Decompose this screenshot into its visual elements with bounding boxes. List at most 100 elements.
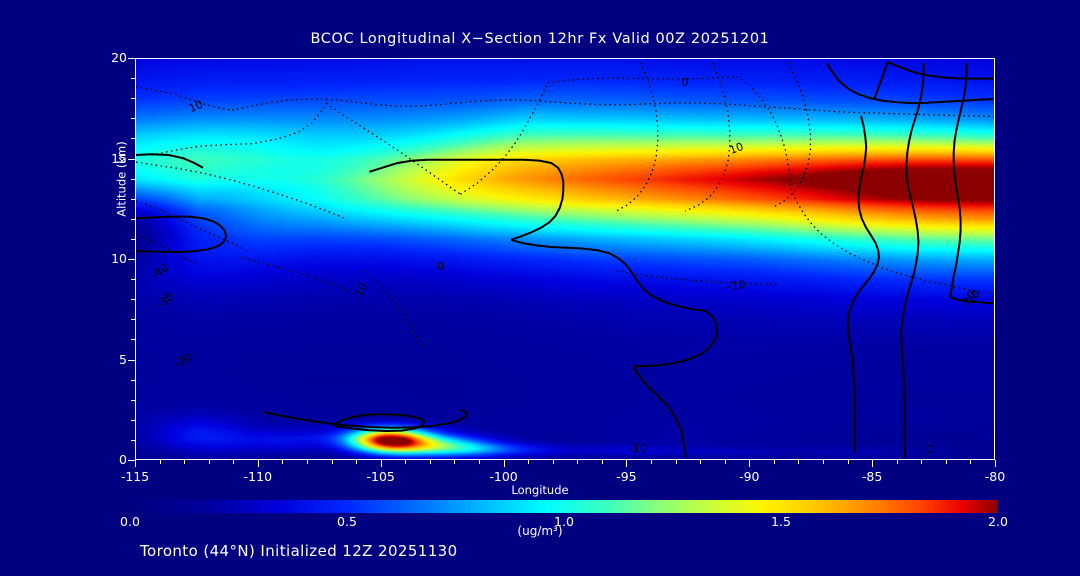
x-axis-minor-tick: [970, 460, 972, 464]
y-axis-tick-label: 15: [111, 150, 127, 166]
isotherm-solid: [949, 296, 994, 304]
isotherm-solid: [847, 115, 881, 454]
isotherm-dotted: [772, 62, 812, 209]
y-axis-minor-tick: [131, 379, 135, 381]
isotherm-dotted: [614, 62, 659, 213]
x-axis-minor-tick: [184, 460, 186, 464]
isotherm-dotted: [136, 161, 347, 220]
isotherm-dotted: [136, 234, 201, 267]
x-axis-minor-tick: [552, 460, 554, 464]
y-axis-minor-tick: [131, 399, 135, 401]
x-axis-tick: [380, 460, 382, 467]
x-axis-tick: [872, 460, 874, 467]
concentration-field: [136, 59, 994, 459]
isotherm-solid: [825, 62, 994, 104]
svg-text:10: 10: [187, 98, 205, 115]
x-axis-minor-tick: [307, 460, 308, 464]
contour-overlay: -20 -30 -40 -10 -10 -10 -10 10 10 0 0 0 10: [136, 59, 994, 459]
svg-text:-10: -10: [629, 442, 647, 455]
x-axis-tick: [503, 460, 505, 467]
x-axis-minor-tick: [405, 460, 407, 464]
cross-section-plot-area: -20 -30 -40 -10 -10 -10 -10 10 10 0 0 0 10: [135, 58, 995, 460]
figure-footer-caption: Toronto (44°N) Initialized 12Z 20251130: [140, 542, 458, 560]
x-axis-minor-tick: [429, 460, 431, 464]
y-axis-minor-tick: [131, 319, 135, 321]
contour-label: -40: [149, 261, 171, 282]
y-axis-tick: [128, 259, 135, 260]
x-axis-tick: [626, 460, 628, 467]
x-axis-minor-tick: [896, 460, 898, 464]
y-axis-minor-tick: [131, 419, 135, 421]
x-axis-minor-tick: [159, 460, 161, 464]
x-axis-minor-tick: [700, 460, 702, 464]
contour-label: 0: [682, 76, 689, 89]
x-axis-tick-label: -100: [489, 469, 518, 484]
colorbar-units-label: (ug/m³): [517, 524, 563, 538]
y-axis-minor-tick: [131, 339, 135, 341]
svg-text:-20: -20: [172, 351, 194, 371]
y-axis-tick-label: 5: [119, 351, 127, 367]
x-axis-minor-tick: [577, 460, 579, 464]
y-axis-tick: [128, 58, 135, 59]
colorbar-gradient: [130, 500, 998, 513]
isotherm-dotted: [684, 62, 731, 212]
isotherm-solid: [872, 61, 889, 101]
y-axis-tick: [128, 460, 135, 461]
y-axis-minor-tick: [131, 78, 135, 80]
x-axis-minor-tick: [356, 460, 358, 464]
x-axis-minor-tick: [601, 460, 603, 464]
x-axis-minor-tick: [724, 460, 726, 464]
colorbar: [130, 500, 998, 513]
isotherm-dotted: [326, 102, 461, 195]
x-axis-tick-label: -105: [366, 469, 395, 484]
isotherm-dotted: [151, 102, 328, 156]
x-axis-minor-tick: [921, 460, 923, 464]
contour-label: 0: [926, 443, 933, 456]
isotherm-solid: [443, 158, 565, 241]
y-axis-minor-tick: [131, 238, 135, 240]
x-axis-tick-label: -110: [243, 469, 273, 484]
figure-title: BCOC Longitudinal X−Section 12hr Fx Vali…: [310, 31, 770, 47]
isotherm-dotted: [136, 86, 233, 111]
x-axis-tick-label: -85: [861, 469, 883, 484]
colorbar-tick-label: 0.0: [120, 514, 140, 529]
svg-text:10: 10: [728, 140, 746, 157]
isotherm-dotted: [736, 76, 792, 189]
x-axis-tick: [995, 460, 996, 467]
isotherm-solid: [633, 310, 718, 368]
isotherm-solid: [887, 61, 994, 80]
svg-text:0: 0: [437, 260, 444, 273]
contour-label: -10: [629, 442, 647, 455]
svg-text:-10: -10: [727, 278, 747, 293]
isotherm-dotted: [136, 200, 248, 252]
x-axis-minor-tick: [945, 460, 947, 464]
x-axis-minor-tick: [847, 460, 849, 464]
y-axis-minor-tick: [131, 138, 135, 140]
isotherm-solid: [136, 215, 228, 253]
x-axis-minor-tick: [331, 460, 333, 464]
contour-label: 10: [728, 140, 746, 157]
y-axis-tick-label: 20: [111, 50, 127, 65]
x-axis-tick-label: -90: [739, 469, 760, 484]
y-axis-tick-label: 0: [119, 452, 127, 467]
x-axis-minor-tick: [233, 460, 235, 464]
x-axis-minor-tick: [823, 460, 824, 464]
concentration-raster: [136, 59, 994, 459]
colorbar-tick-label: 1.0: [554, 514, 574, 529]
isotherm-solid: [262, 408, 468, 429]
contour-label: -20: [172, 351, 194, 371]
isotherm-solid: [632, 365, 688, 458]
isotherm-solid: [334, 413, 426, 433]
svg-text:-10: -10: [350, 281, 370, 303]
x-axis-minor-tick: [208, 460, 210, 464]
contour-label: -10: [727, 278, 747, 293]
x-axis-tick: [257, 460, 259, 467]
x-axis-minor-tick: [528, 460, 530, 464]
y-axis-minor-tick: [131, 178, 135, 180]
x-axis-minor-tick: [773, 460, 775, 464]
x-axis-tick-label: -95: [616, 469, 637, 484]
isotherm-dotted: [231, 98, 994, 118]
svg-text:0: 0: [926, 443, 933, 456]
isotherm-dotted: [459, 82, 549, 195]
